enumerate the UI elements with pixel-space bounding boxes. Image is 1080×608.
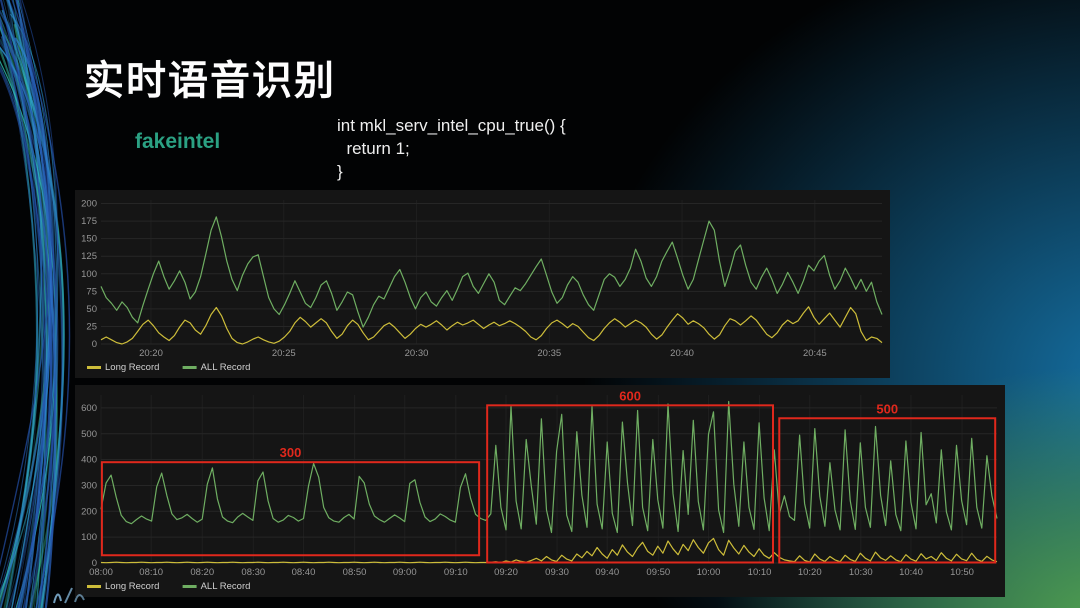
legend-swatch	[182, 585, 197, 588]
y-tick-label: 200	[81, 506, 97, 517]
x-tick-label: 08:00	[89, 567, 113, 578]
annotation-label-600: 600	[619, 388, 641, 403]
slide-title: 实时语音识别	[84, 59, 336, 103]
fiber-strand	[0, 0, 53, 608]
x-tick-label: 10:50	[950, 567, 974, 578]
code-line-2: return 1;	[337, 139, 410, 158]
fiber-strand	[0, 21, 44, 608]
fiber-strand	[0, 15, 52, 608]
y-tick-label: 600	[81, 403, 97, 414]
legend-label: ALL Record	[201, 581, 251, 592]
fiber-strand	[18, 0, 57, 608]
x-tick-label: 08:50	[343, 567, 367, 578]
annotation-label-300: 300	[280, 445, 302, 460]
fiber-strand	[0, 16, 53, 608]
x-tick-label: 10:20	[798, 567, 822, 578]
fiber-strand	[0, 65, 39, 585]
fiber-strands-graphic	[0, 0, 71, 608]
x-tick-label: 10:00	[697, 567, 721, 578]
x-tick-label: 20:25	[272, 348, 296, 359]
top-record-chart-panel: 20:20 20:25 20:30 20:35 20:40 20:45 0 25 50 75 100…	[75, 190, 890, 378]
y-tick-label: 300	[81, 480, 97, 491]
annotation-box-500	[778, 417, 997, 564]
series-line-long-record	[100, 306, 883, 345]
y-tick-label: 150	[81, 234, 97, 245]
y-tick-label: 125	[81, 251, 97, 262]
legend-swatch	[182, 366, 197, 369]
y-tick-label: 50	[86, 304, 97, 315]
x-tick-label: 09:00	[393, 567, 417, 578]
y-tick-label: 500	[81, 429, 97, 440]
legend-label: ALL Record	[201, 362, 251, 373]
x-tick-label: 08:40	[292, 567, 316, 578]
y-tick-label: 200	[81, 199, 97, 210]
y-tick-label: 100	[81, 532, 97, 543]
y-tick-label: 0	[92, 558, 97, 569]
x-tick-label: 20:20	[139, 348, 163, 359]
y-tick-label: 400	[81, 455, 97, 466]
x-tick-label: 10:10	[748, 567, 772, 578]
annotation-label-500: 500	[876, 401, 898, 416]
annotation-box-600	[486, 404, 774, 564]
x-tick-label: 20:40	[670, 348, 694, 359]
bottom-record-chart-panel: 08:00 08:10 08:20 08:30 08:40 08:50 09:00 09:10…	[75, 385, 1005, 597]
x-tick-label: 09:40	[595, 567, 619, 578]
y-tick-label: 175	[81, 216, 97, 227]
x-tick-label: 09:30	[545, 567, 569, 578]
x-tick-label: 20:30	[405, 348, 429, 359]
legend-swatch	[87, 366, 101, 369]
x-tick-label: 09:50	[646, 567, 670, 578]
x-tick-label: 20:45	[803, 348, 827, 359]
x-tick-label: 20:35	[537, 348, 561, 359]
y-tick-label: 100	[81, 269, 97, 280]
code-line-1: int mkl_serv_intel_cpu_true() {	[337, 116, 566, 135]
series-line-long-record	[100, 537, 998, 564]
x-tick-label: 08:30	[241, 567, 265, 578]
x-tick-label: 09:20	[494, 567, 518, 578]
x-tick-label: 08:20	[190, 567, 214, 578]
fiber-strand	[0, 0, 58, 593]
code-line-3: }	[337, 162, 343, 181]
annotation-box-300	[100, 461, 481, 557]
x-tick-label: 09:10	[444, 567, 468, 578]
x-tick-label: 10:30	[849, 567, 873, 578]
y-tick-label: 25	[86, 321, 97, 332]
x-tick-label: 10:40	[899, 567, 923, 578]
code-snippet: int mkl_serv_intel_cpu_true() { return 1…	[337, 114, 566, 183]
fakeintel-label: fakeintel	[135, 130, 221, 153]
series-line-all-record	[100, 216, 883, 328]
x-tick-label: 08:10	[139, 567, 163, 578]
legend-swatch	[87, 585, 101, 588]
series-line-all-record	[100, 400, 998, 534]
legend-label: Long Record	[105, 362, 159, 373]
fiber-strand	[8, 0, 46, 608]
watermark-scribble	[53, 587, 85, 604]
y-tick-label: 0	[92, 339, 97, 350]
legend-label: Long Record	[105, 581, 159, 592]
y-tick-label: 75	[86, 286, 97, 297]
